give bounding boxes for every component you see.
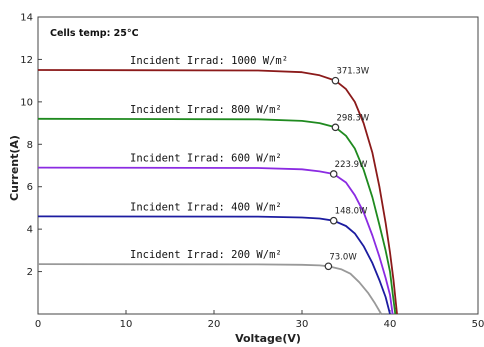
max-power-point [331,76,340,85]
x-tick-label: 10 [120,319,133,330]
max-power-point [329,216,338,225]
iv-curve-line [37,166,394,315]
y-tick-label: 6 [27,182,33,193]
max-power-point [329,170,338,178]
y-tick-label: 14 [20,13,33,24]
irradiance-label: Incident Irrad: 200 W/m² [130,249,282,261]
max-power-label: 371.3W [336,67,369,77]
y-axis-title: Current(A) [8,135,21,201]
max-power-point [331,123,340,132]
iv-curve-line [37,263,382,315]
y-tick-label: 10 [20,97,33,108]
irradiance-label: Incident Irrad: 600 W/m² [130,153,282,165]
max-power-label: 73.0W [329,252,357,262]
x-tick-label: 50 [472,319,484,330]
x-tick-label: 0 [35,319,41,330]
y-tick-label: 2 [27,267,33,278]
y-tick-label: 8 [27,140,33,151]
iv-curve-line [37,69,398,315]
irradiance-label: Incident Irrad: 400 W/m² [130,201,282,213]
x-axis-title: Voltage(V) [235,332,301,345]
y-tick-label: 12 [20,55,33,66]
x-tick-label: 30 [296,319,309,330]
irradiance-label: Incident Irrad: 1000 W/m² [130,55,288,67]
x-tick-label: 20 [208,319,221,330]
y-tick-label: 4 [27,225,33,236]
max-power-label: 298.3W [336,113,369,123]
irradiance-label: Incident Irrad: 800 W/m² [130,104,282,116]
iv-curve-line [37,215,391,315]
cells-temp-annotation: Cells temp: 25°C [50,28,139,39]
x-tick-label: 40 [384,319,397,330]
max-power-point [324,262,333,271]
max-power-label: 223.9W [335,160,368,170]
max-power-label: 148.0W [335,207,368,217]
iv-curve-line [37,117,397,315]
